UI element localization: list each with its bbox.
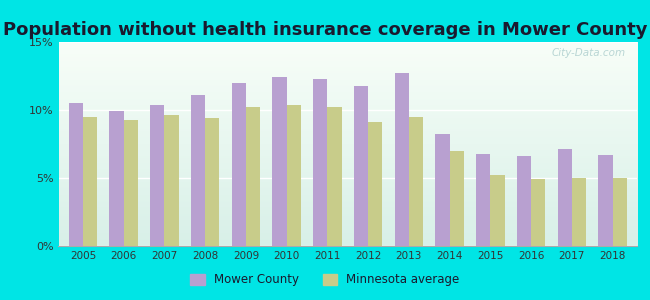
Bar [287,105,301,246]
Bar [69,103,83,246]
Bar [368,122,382,246]
Bar [191,95,205,246]
Bar [395,73,409,246]
Bar [598,155,612,246]
Bar [124,119,138,246]
Bar [517,156,531,246]
Bar [409,117,423,246]
Bar [490,175,504,246]
Bar [328,107,342,246]
Bar [231,83,246,246]
Bar [109,111,124,246]
Bar [531,179,545,246]
Bar [205,118,220,246]
Text: City-Data.com: City-Data.com [551,48,625,58]
Legend: Mower County, Minnesota average: Mower County, Minnesota average [186,269,464,291]
Bar [83,117,98,246]
Bar [612,178,627,246]
Bar [572,178,586,246]
Bar [354,85,368,246]
Bar [246,107,260,246]
Text: Population without health insurance coverage in Mower County: Population without health insurance cove… [3,21,647,39]
Bar [450,151,464,246]
Bar [558,149,572,246]
Bar [150,105,164,246]
Bar [313,79,328,246]
Bar [436,134,450,246]
Bar [476,154,490,246]
Bar [272,77,287,246]
Bar [164,116,179,246]
